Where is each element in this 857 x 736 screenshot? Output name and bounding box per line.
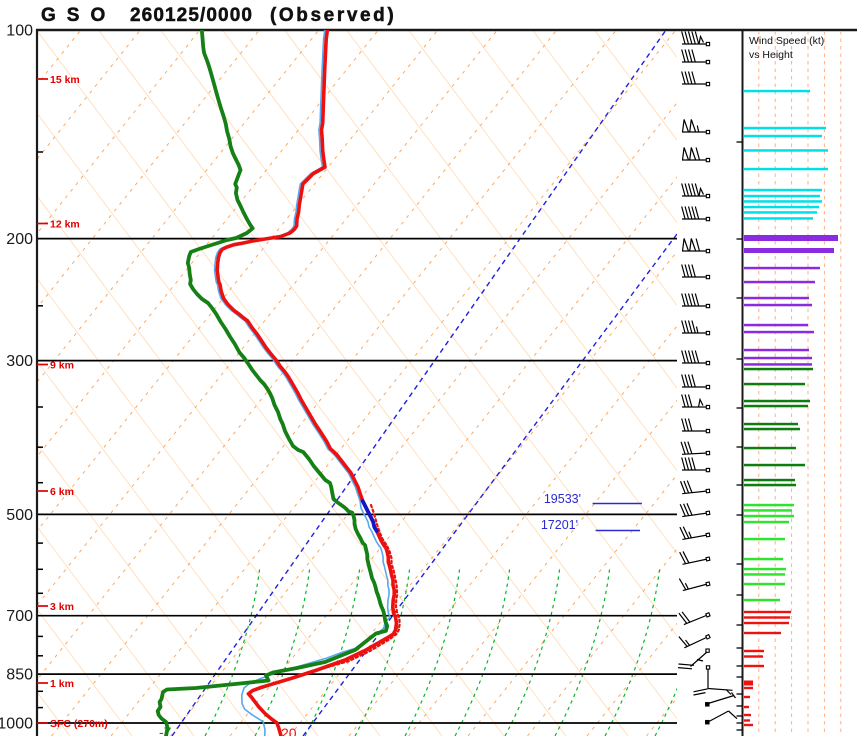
svg-text:100: 100 — [6, 23, 33, 40]
svg-text:SFC (270m): SFC (270m) — [50, 718, 108, 730]
svg-text:20: 20 — [281, 725, 297, 736]
svg-text:850: 850 — [6, 667, 33, 684]
svg-text:3 km: 3 km — [50, 601, 74, 613]
svg-text:Wind Speed (kt): Wind Speed (kt) — [749, 35, 824, 47]
svg-text:300: 300 — [6, 353, 33, 370]
svg-text:700: 700 — [6, 608, 33, 625]
svg-text:19533': 19533' — [544, 492, 581, 506]
svg-text:6 km: 6 km — [50, 486, 74, 498]
svg-text:17201': 17201' — [541, 518, 578, 532]
svg-text:200: 200 — [6, 231, 33, 248]
svg-text:-7: -7 — [159, 724, 172, 736]
svg-text:1 km: 1 km — [50, 678, 74, 690]
svg-text:12 km: 12 km — [50, 218, 80, 230]
svg-text:15 km: 15 km — [50, 74, 80, 86]
svg-text:vs Height: vs Height — [749, 49, 793, 61]
svg-text:9 km: 9 km — [50, 359, 74, 371]
svg-text:500: 500 — [6, 507, 33, 524]
svg-text:1000: 1000 — [0, 716, 33, 733]
